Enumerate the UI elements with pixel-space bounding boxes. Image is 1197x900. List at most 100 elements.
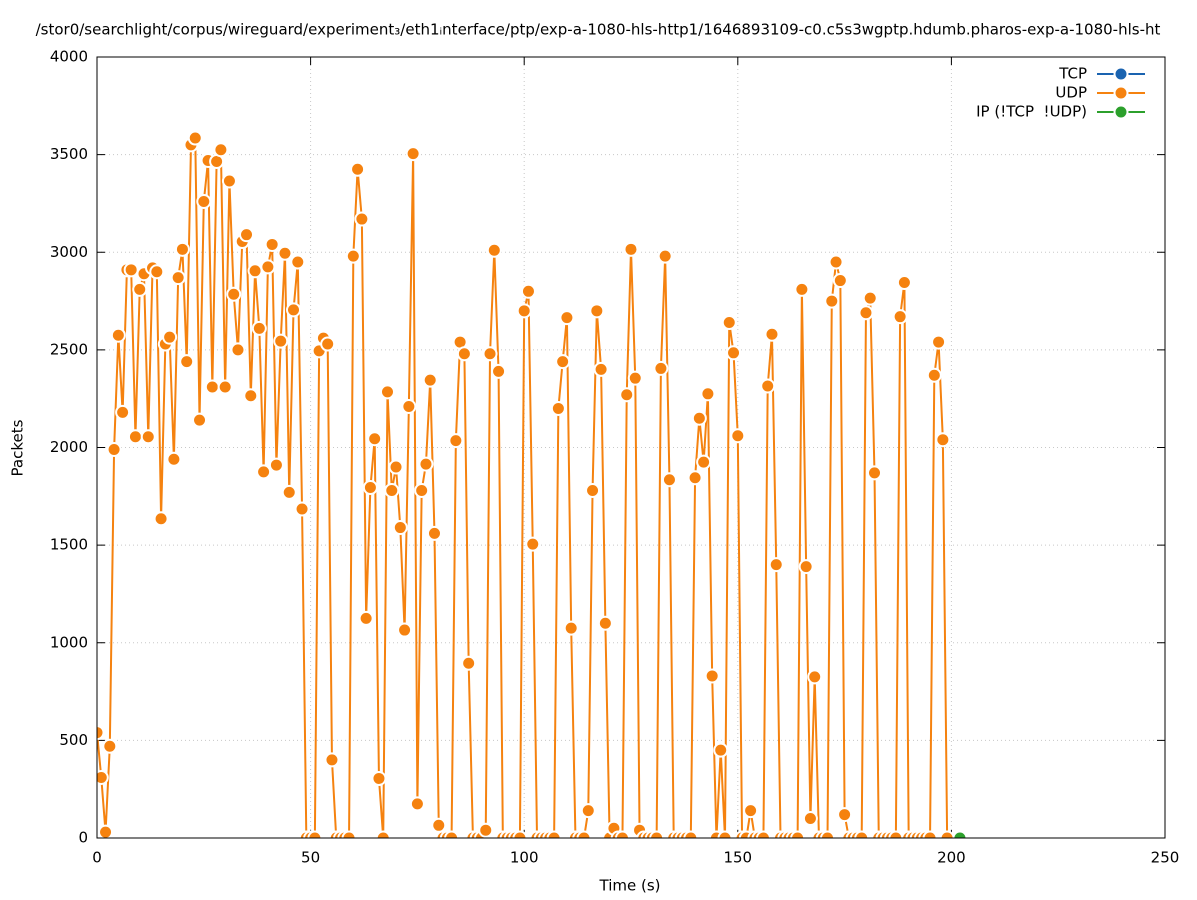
data-point <box>798 559 814 575</box>
data-point <box>307 830 323 838</box>
data-point <box>589 303 605 319</box>
data-point <box>456 346 472 362</box>
data-point <box>367 431 383 447</box>
data-point <box>614 830 630 838</box>
data-point <box>140 429 156 445</box>
data-point <box>350 161 366 177</box>
data-point <box>824 293 840 309</box>
data-point <box>97 769 109 785</box>
data-point <box>247 263 263 279</box>
x-tick-label: 200 <box>937 849 966 867</box>
data-point <box>405 146 421 162</box>
chart-title: /stor0/searchlight/corpus/wireguard/expe… <box>36 21 1161 39</box>
data-point <box>858 305 874 321</box>
data-point <box>952 830 968 838</box>
data-point <box>354 211 370 227</box>
data-point <box>657 248 673 264</box>
data-point <box>286 302 302 318</box>
data-point <box>862 290 878 306</box>
data-point <box>794 281 810 297</box>
data-point <box>341 830 357 838</box>
data-point <box>251 320 267 336</box>
data-point <box>358 610 374 626</box>
data-point <box>525 536 541 552</box>
data-point <box>623 241 639 257</box>
data-point <box>764 326 780 342</box>
data-point <box>580 803 596 819</box>
data-point <box>828 254 844 270</box>
x-axis-label: Time (s) <box>599 877 661 895</box>
data-point <box>226 286 242 302</box>
data-point <box>576 830 592 838</box>
data-point <box>790 830 806 838</box>
data-point <box>478 822 494 838</box>
y-axis-label: Packets <box>9 419 27 476</box>
data-point <box>217 379 233 395</box>
data-point <box>619 387 635 403</box>
data-point <box>132 281 148 297</box>
data-point <box>653 360 669 376</box>
data-point <box>559 310 575 326</box>
data-point <box>687 470 703 486</box>
data-point <box>431 817 447 833</box>
data-point <box>256 464 272 480</box>
data-point <box>179 354 195 370</box>
data-point <box>649 830 665 838</box>
data-point <box>491 363 507 379</box>
plot-area <box>97 130 968 838</box>
data-point <box>550 400 566 416</box>
data-point <box>221 173 237 189</box>
data-point <box>409 796 425 812</box>
data-point <box>683 830 699 838</box>
data-point <box>102 738 118 754</box>
data-point <box>768 557 784 573</box>
data-point <box>512 830 528 838</box>
data-point <box>260 259 276 275</box>
data-point <box>187 130 203 146</box>
data-point <box>888 830 904 838</box>
data-point <box>379 384 395 400</box>
data-point <box>520 283 536 299</box>
data-point <box>345 248 361 264</box>
data-point <box>837 807 853 823</box>
data-point <box>98 824 114 838</box>
data-point <box>892 309 908 325</box>
data-point <box>204 379 220 395</box>
legend-marker <box>1113 104 1129 120</box>
data-point <box>162 329 178 345</box>
y-tick-label: 1500 <box>50 536 88 554</box>
data-point <box>97 725 105 741</box>
data-point <box>896 275 912 291</box>
data-point <box>807 669 823 685</box>
legend-label: TCP <box>1058 65 1087 83</box>
data-point <box>760 378 776 394</box>
data-point <box>230 342 246 358</box>
data-point <box>713 742 729 758</box>
data-point <box>426 525 442 541</box>
data-point <box>106 441 122 457</box>
data-point <box>593 361 609 377</box>
y-tick-label: 3500 <box>50 145 88 163</box>
y-tick-label: 2000 <box>50 438 88 456</box>
x-tick-label: 50 <box>301 849 320 867</box>
legend-marker <box>1113 85 1129 101</box>
data-point <box>700 386 716 402</box>
data-point <box>123 262 139 278</box>
x-tick-label: 150 <box>723 849 752 867</box>
grid <box>96 56 1166 839</box>
data-point <box>931 334 947 350</box>
x-tick-label: 250 <box>1151 849 1180 867</box>
data-point <box>922 830 938 838</box>
data-point <box>820 830 836 838</box>
data-point <box>730 428 746 444</box>
data-point <box>717 830 733 838</box>
data-point <box>170 270 186 286</box>
data-point <box>555 354 571 370</box>
data-point <box>418 456 434 472</box>
data-point <box>516 303 532 319</box>
data-point <box>294 501 310 517</box>
data-point <box>661 472 677 488</box>
data-point <box>192 412 208 428</box>
data-point <box>461 655 477 671</box>
